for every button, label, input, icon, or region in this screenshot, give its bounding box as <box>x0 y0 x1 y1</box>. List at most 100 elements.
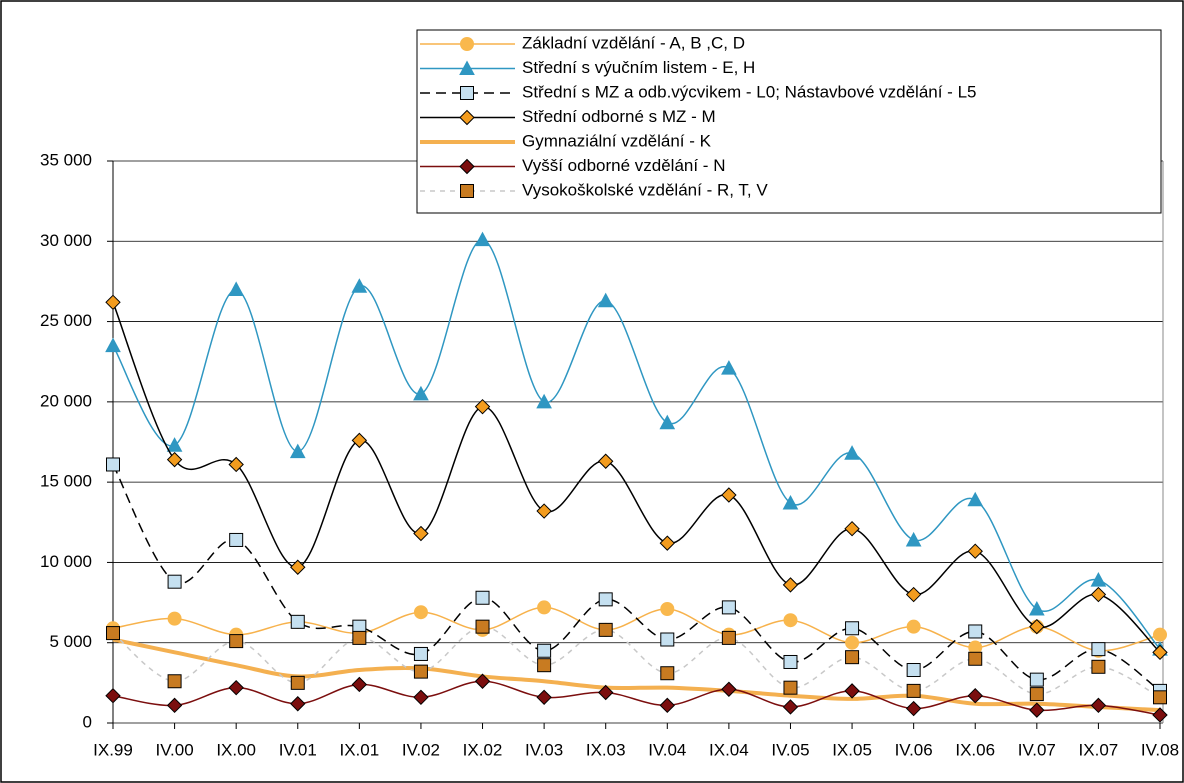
y-tick-label: 20 000 <box>40 391 92 410</box>
marker <box>721 600 736 615</box>
marker <box>1153 690 1167 705</box>
marker <box>228 456 244 473</box>
x-tick-label: IX.06 <box>955 740 995 759</box>
x-tick-label: IV.03 <box>525 740 563 759</box>
marker <box>1029 702 1045 718</box>
marker <box>782 494 799 510</box>
marker <box>413 605 428 620</box>
marker <box>228 281 245 296</box>
marker <box>167 574 182 589</box>
marker <box>474 231 491 247</box>
marker <box>166 437 183 452</box>
marker <box>1028 600 1045 616</box>
marker <box>106 626 120 641</box>
marker <box>845 635 860 650</box>
marker <box>844 445 860 460</box>
marker <box>474 398 491 415</box>
x-tick-label: IV.06 <box>895 740 933 759</box>
marker <box>167 674 182 689</box>
marker <box>290 559 306 575</box>
marker <box>783 680 798 695</box>
marker <box>968 624 983 639</box>
x-tick-label: IX.00 <box>216 740 256 759</box>
marker <box>1090 586 1107 603</box>
marker <box>659 697 676 714</box>
y-tick-label: 0 <box>83 712 92 731</box>
legend: Základní vzdělání - A, B ,C, D Střední s … <box>416 29 1162 214</box>
marker <box>1153 627 1167 642</box>
legend-label: Střední s výučním listem - E, H <box>522 58 755 77</box>
marker <box>905 586 922 603</box>
y-tick-label: 35 000 <box>40 150 92 169</box>
marker <box>536 689 552 706</box>
x-tick-label: IV.04 <box>648 740 686 759</box>
x-tick-label: IV.05 <box>771 740 809 759</box>
marker <box>289 443 306 459</box>
y-tick-label: 15 000 <box>40 472 92 491</box>
series <box>105 294 1168 661</box>
x-tick-label: IV.01 <box>279 740 317 759</box>
marker <box>721 681 737 697</box>
marker <box>351 676 368 693</box>
marker <box>413 646 428 661</box>
y-tick-label: 30 000 <box>40 231 92 250</box>
legend-label: Střední odborné s MZ - M <box>522 107 716 126</box>
marker <box>659 535 676 551</box>
x-tick-label: IX.01 <box>340 740 380 759</box>
marker <box>352 630 367 645</box>
legend-label: Gymnaziální vzdělání - K <box>522 131 712 150</box>
series-line <box>112 625 1161 698</box>
marker <box>1152 644 1168 661</box>
marker <box>660 666 675 681</box>
marker <box>413 525 429 542</box>
marker <box>967 543 983 559</box>
marker <box>1090 697 1107 714</box>
marker <box>290 614 305 629</box>
marker <box>845 621 860 636</box>
marker <box>659 414 676 430</box>
marker <box>782 699 799 715</box>
marker <box>1152 707 1168 723</box>
marker <box>413 689 429 706</box>
y-tick-label: 25 000 <box>40 311 92 330</box>
marker <box>537 658 552 673</box>
marker <box>351 432 368 449</box>
marker <box>905 531 922 547</box>
x-tick-label: IX.03 <box>586 740 626 759</box>
x-tick-label: IX.99 <box>93 740 133 759</box>
marker <box>105 294 121 311</box>
legend-label: Vyšší odborné vzdělání - N <box>522 156 725 175</box>
series <box>105 231 1168 656</box>
marker <box>844 521 860 537</box>
marker <box>475 590 490 605</box>
marker <box>1029 687 1044 702</box>
marker <box>906 683 921 698</box>
marker <box>228 679 244 696</box>
legend-label: Vysokoškolské vzdělání - R, T, V <box>522 180 768 199</box>
marker <box>721 487 737 503</box>
marker <box>413 385 429 401</box>
marker <box>1090 572 1107 587</box>
marker <box>475 619 490 634</box>
marker <box>105 687 121 704</box>
y-tick-label: 5 000 <box>49 632 92 651</box>
marker <box>1029 618 1045 635</box>
marker <box>721 360 737 375</box>
x-tick-label: IX.07 <box>1079 740 1119 759</box>
marker <box>351 278 368 293</box>
marker <box>597 684 614 701</box>
marker <box>536 393 552 409</box>
marker <box>290 696 306 712</box>
marker <box>1091 659 1106 674</box>
x-tick-label: IX.04 <box>709 740 749 759</box>
legend-marker <box>459 158 475 175</box>
marker <box>1091 642 1106 657</box>
marker <box>845 650 860 665</box>
marker <box>167 611 182 626</box>
marker <box>967 687 983 704</box>
marker <box>660 632 675 647</box>
marker <box>597 292 614 308</box>
marker <box>229 634 244 649</box>
legend-box <box>416 29 1162 214</box>
